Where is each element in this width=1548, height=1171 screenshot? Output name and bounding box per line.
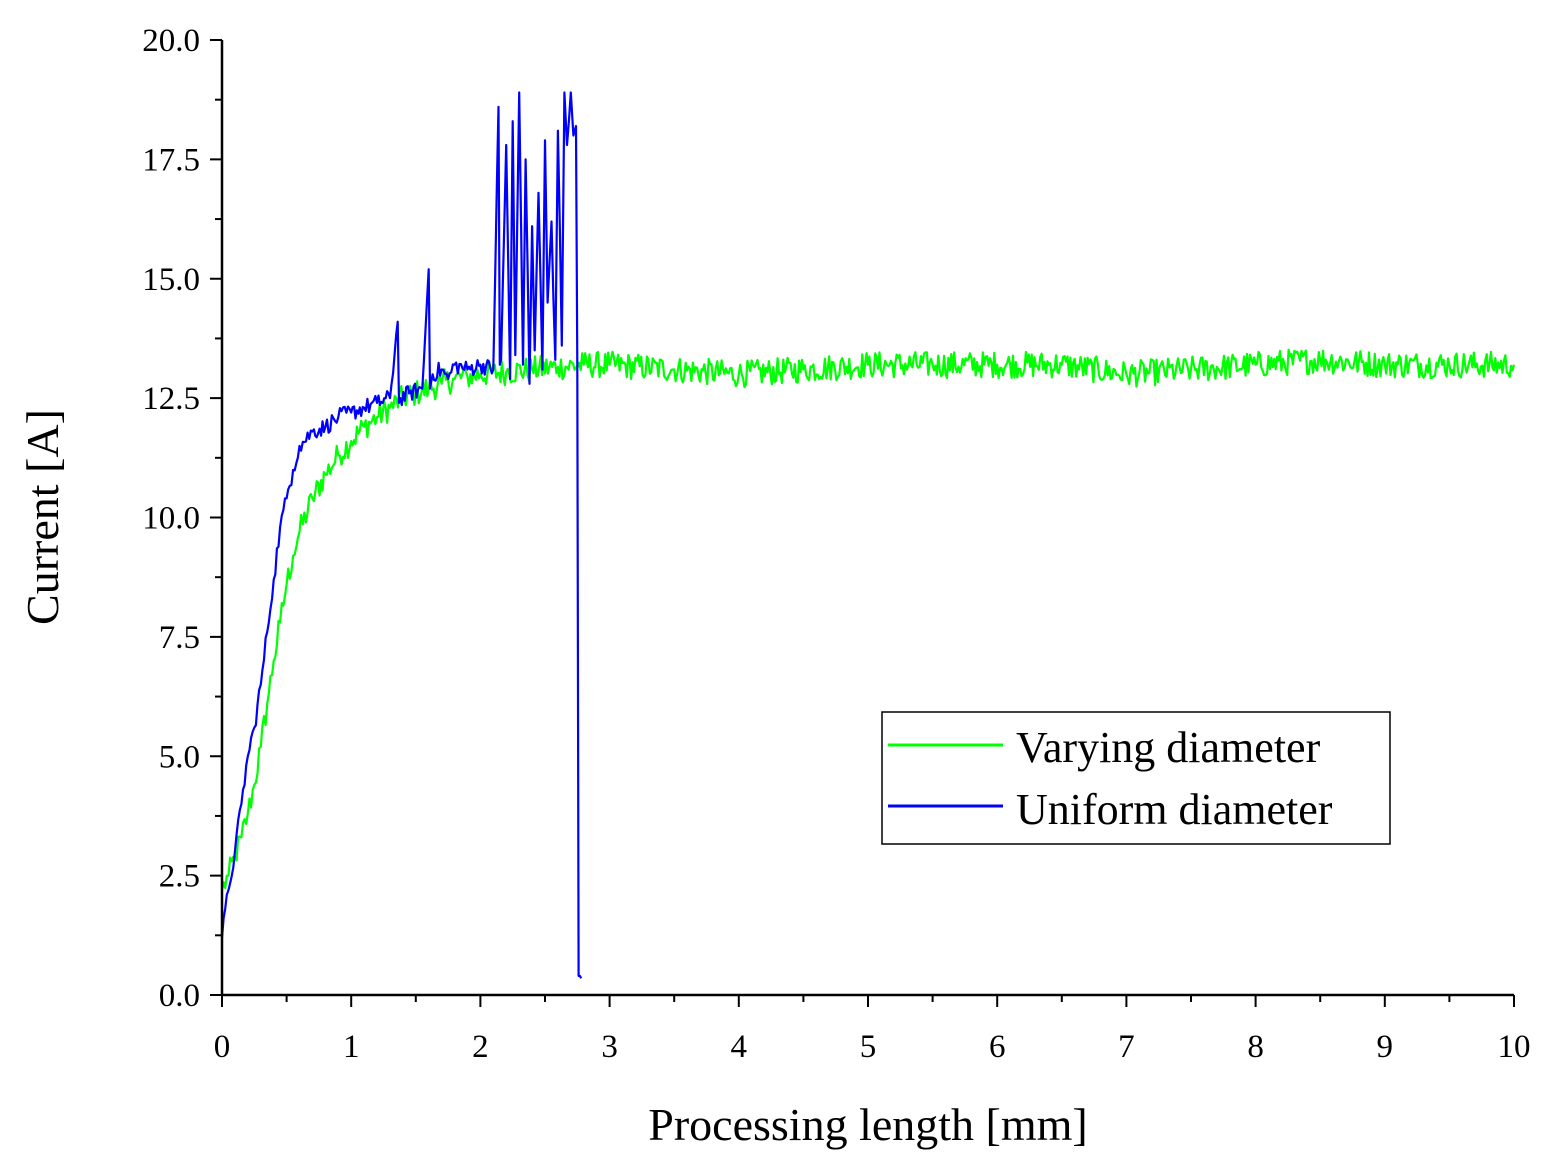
y-tick-label: 12.5: [142, 381, 200, 417]
y-tick-label: 17.5: [142, 142, 200, 178]
x-tick-label: 2: [472, 1029, 489, 1065]
legend-label-varying: Varying diameter: [1016, 723, 1321, 772]
y-ticks: 0.0 2.5 5.0 7.5 10.0 12.5 15.0 17.5 20.0: [142, 23, 222, 1014]
x-tick-label: 9: [1377, 1029, 1394, 1065]
series-line-uniform-diameter: [220, 91, 583, 979]
axes: [220, 40, 1514, 997]
x-tick-label: 5: [860, 1029, 877, 1065]
x-tick-label: 1: [343, 1029, 360, 1065]
series-layer: [220, 91, 1516, 979]
x-tick-label: 0: [214, 1029, 231, 1065]
x-tick-label: 6: [989, 1029, 1006, 1065]
x-axis-title: Processing length [mm]: [648, 1099, 1088, 1150]
x-tick-label: 7: [1118, 1029, 1135, 1065]
x-tick-label: 10: [1498, 1029, 1531, 1065]
y-tick-label: 0.0: [159, 978, 200, 1014]
y-tick-label: 10.0: [142, 501, 200, 537]
x-tick-label: 4: [731, 1029, 748, 1065]
x-ticks: 0 1 2 3 4 5 6 7 8 9 10: [214, 995, 1531, 1065]
y-tick-label: 5.0: [159, 739, 200, 775]
legend-box: [881, 711, 1391, 845]
x-tick-label: 8: [1247, 1029, 1264, 1065]
legend-label-uniform: Uniform diameter: [1016, 785, 1333, 834]
y-tick-label: 15.0: [142, 262, 200, 298]
y-axis-title: Current [A]: [17, 409, 68, 625]
y-tick-label: 2.5: [159, 859, 200, 895]
legend: Varying diameter Uniform diameter: [881, 711, 1391, 845]
x-tick-label: 3: [601, 1029, 618, 1065]
series-line-varying-diameter: [220, 348, 1516, 891]
y-tick-label: 20.0: [142, 23, 200, 59]
y-tick-label: 7.5: [159, 620, 200, 656]
